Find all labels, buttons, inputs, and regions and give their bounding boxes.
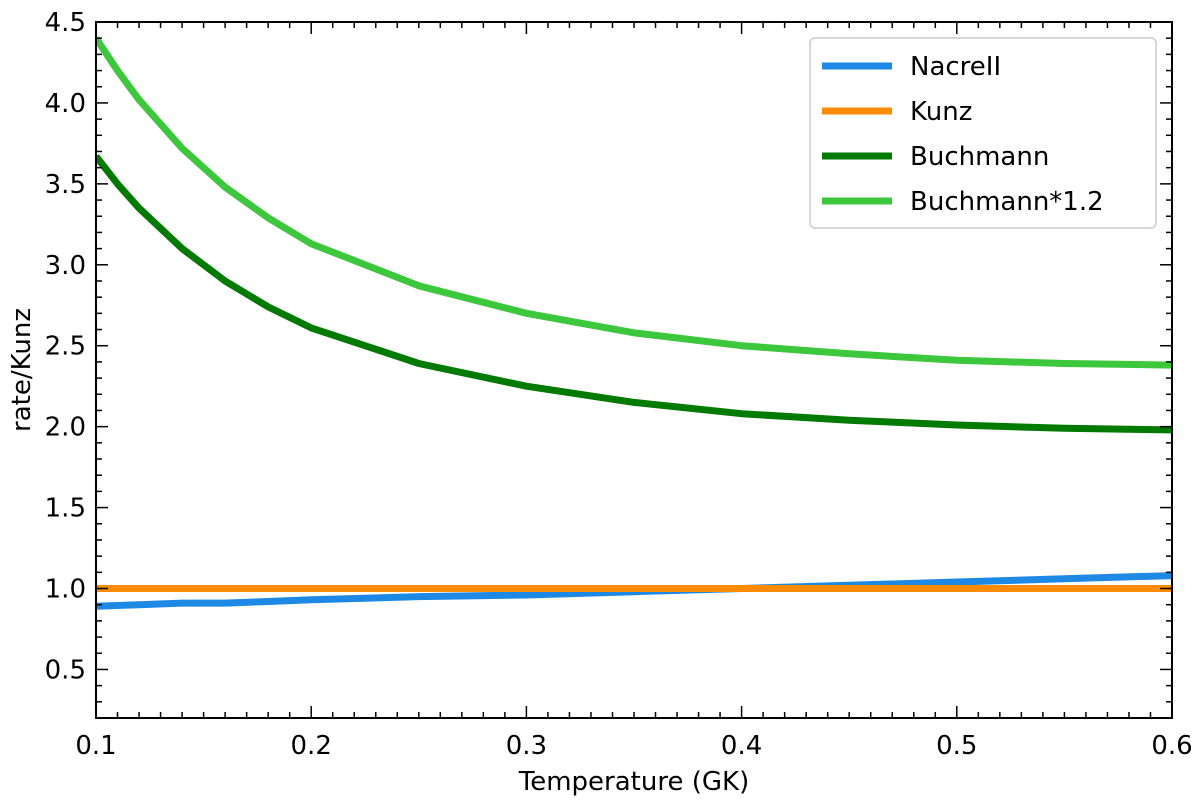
ticks-layer bbox=[95, 21, 1173, 719]
x-tick-label: 0.5 bbox=[936, 731, 977, 761]
x-tick-label: 0.4 bbox=[721, 731, 762, 761]
y-tick-label: 1.5 bbox=[45, 494, 86, 524]
x-tick-label: 0.6 bbox=[1151, 731, 1192, 761]
y-tick-label: 4.5 bbox=[45, 8, 86, 38]
y-axis-label: rate/Kunz bbox=[7, 308, 37, 432]
x-tick-label: 0.3 bbox=[506, 731, 547, 761]
series-line-3 bbox=[96, 36, 1172, 369]
x-tick-label: 0.2 bbox=[291, 731, 332, 761]
series-layer bbox=[96, 36, 1172, 610]
legend-label-0: NacreII bbox=[910, 52, 1001, 82]
x-axis-label: Temperature (GK) bbox=[518, 767, 749, 797]
y-tick-label: 2.0 bbox=[45, 413, 86, 443]
y-tick-label: 2.5 bbox=[45, 332, 86, 362]
y-tick-label: 4.0 bbox=[45, 89, 86, 119]
y-tick-label: 3.0 bbox=[45, 251, 86, 281]
y-tick-label: 1.0 bbox=[45, 575, 86, 605]
y-tick-label: 0.5 bbox=[45, 655, 86, 685]
series-line-2 bbox=[96, 154, 1172, 434]
y-tick-label: 3.5 bbox=[45, 170, 86, 200]
legend: NacreII Kunz Buchmann Buchmann*1.2 bbox=[809, 37, 1157, 229]
legend-label-3: Buchmann*1.2 bbox=[910, 187, 1104, 217]
legend-label-1: Kunz bbox=[910, 97, 972, 127]
legend-label-2: Buchmann bbox=[910, 142, 1049, 172]
tick-labels-layer: 0.1 0.2 0.3 0.4 0.5 0.6 0.5 1.0 1.5 2.0 2.5 3.0 3.5 4… bbox=[45, 8, 1193, 761]
x-tick-label: 0.1 bbox=[75, 731, 116, 761]
series-line-0 bbox=[96, 572, 1172, 610]
legend-box bbox=[809, 37, 1157, 229]
